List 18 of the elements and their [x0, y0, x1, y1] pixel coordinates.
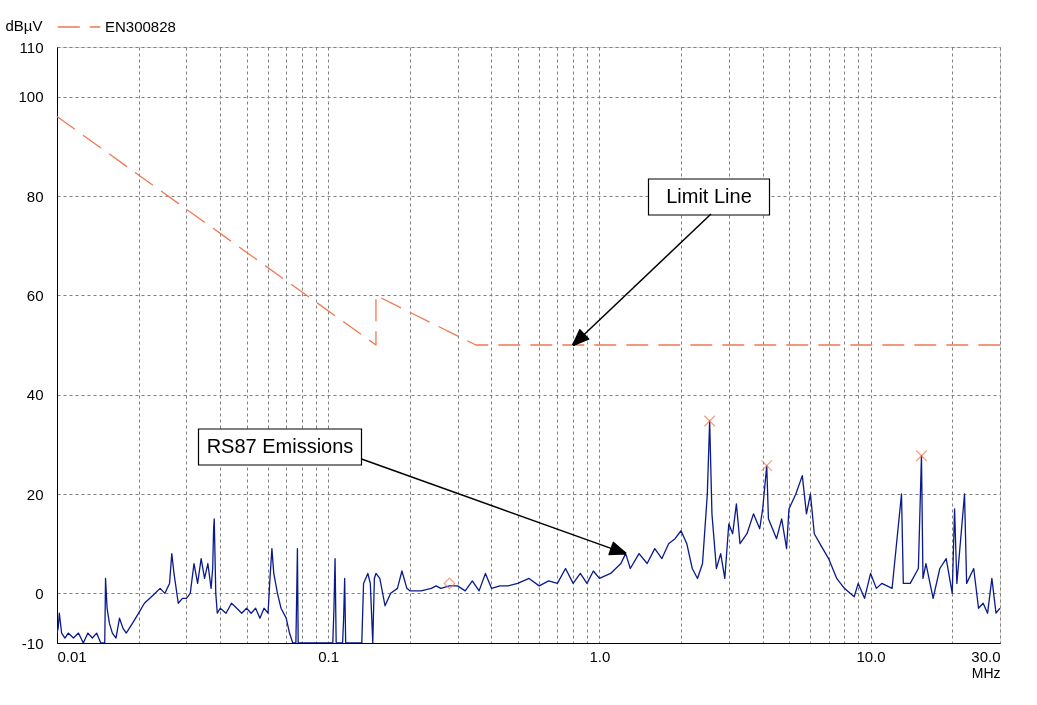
annotation: Limit Line	[666, 185, 752, 207]
y-tick-label: 110	[19, 38, 44, 56]
x-tick-label: 0.1	[318, 647, 340, 665]
y-tick-label: 60	[26, 286, 44, 304]
annotation: RS87 Emissions	[206, 435, 354, 457]
y-tick-label: 40	[26, 386, 44, 404]
y-tick-label: 0	[35, 584, 44, 602]
y-tick-label: 20	[26, 485, 44, 503]
x-tick-label: 30.0	[971, 647, 1001, 665]
y-tick-label: -10	[21, 634, 44, 652]
y-tick-label: 100	[18, 88, 44, 106]
x-tick-label: 0.01	[57, 647, 87, 665]
legend-label: EN300828	[105, 18, 176, 35]
y-axis-title: dBµV	[5, 16, 43, 34]
x-axis-title: MHz	[971, 664, 1001, 681]
x-tick-label: 10.0	[856, 647, 886, 665]
y-tick-label: 80	[26, 187, 44, 205]
x-tick-label: 1.0	[589, 647, 611, 665]
